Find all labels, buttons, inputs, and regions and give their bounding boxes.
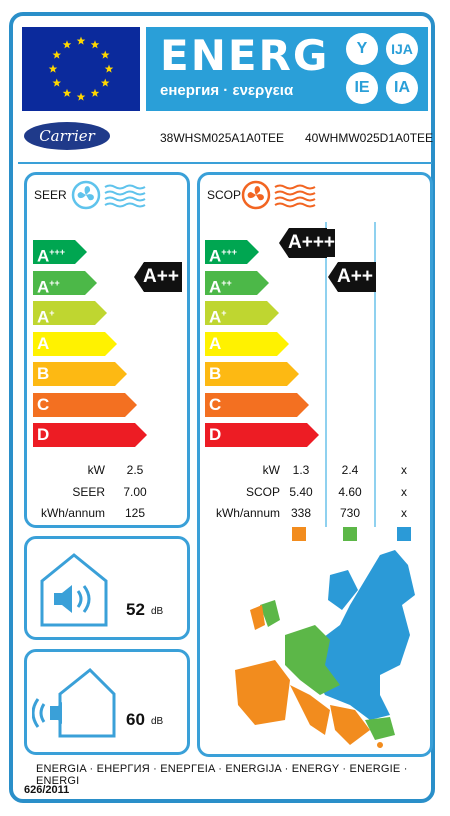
scop-class-arrow: D: [205, 423, 319, 447]
eu-star: [52, 78, 62, 87]
seer-row-label-kwh: kWh/annum: [40, 506, 105, 520]
lang-circle-y: Y: [346, 33, 378, 65]
eu-star: [100, 78, 110, 87]
seer-rating: A++: [143, 263, 179, 291]
zone-colder-swatch: [397, 527, 411, 541]
seer-row-value-kw: 2.5: [126, 463, 144, 477]
indoor-noise-unit: dB: [151, 606, 164, 617]
scop-rating-2: A++: [337, 263, 373, 291]
scop-class-arrow: A: [205, 331, 289, 356]
label-frame: [9, 12, 435, 803]
eu-star: [90, 88, 100, 97]
scop-rating-1: A+++: [288, 229, 336, 257]
scop-zone-line-2: [374, 222, 376, 527]
scop-value-kwh-3: x: [401, 506, 407, 520]
europe-climate-map: [230, 545, 420, 755]
energy-band: [146, 27, 428, 111]
eu-star: [76, 92, 86, 101]
scop-class-label: A+++: [209, 246, 238, 266]
seer-class-arrow: D: [33, 423, 147, 447]
zone-average-swatch: [343, 527, 357, 541]
scop-value-scop-3: x: [401, 485, 407, 499]
seer-class-arrow: A++: [33, 270, 97, 297]
scop-row-label-kw: kW: [262, 463, 280, 477]
eu-star: [90, 40, 100, 49]
seer-class-label: A: [37, 333, 50, 353]
indoor-speaker-icon: [36, 549, 112, 634]
scop-value-scop-1: 5.40: [289, 485, 313, 499]
seer-title: SEER: [34, 188, 67, 202]
scop-value-kw-1: 1.3: [292, 463, 310, 477]
seer-class-arrow: C: [33, 392, 137, 417]
scop-class-arrow: B: [205, 362, 299, 386]
footer-languages: ENERGIA · ЕНЕРГИЯ · ΕΝΕΡΓΕΙΑ · ENERGIJA …: [36, 763, 408, 787]
scop-class-label: C: [209, 394, 222, 414]
eu-star: [76, 36, 86, 45]
scop-class-scale: A+++ A++ A+ A B C D: [205, 240, 319, 452]
seer-row-value-kwh: 125: [124, 506, 146, 520]
seer-class-arrow: A+: [33, 301, 107, 327]
seer-class-label: A+++: [37, 246, 66, 266]
heating-fan-icon: [241, 179, 321, 216]
brand-logo: Carrier: [24, 122, 110, 150]
eu-star: [48, 64, 58, 73]
cooling-fan-icon: [71, 179, 151, 216]
eu-star: [100, 50, 110, 59]
scop-row-label-scop: SCOP: [245, 485, 280, 499]
seer-class-arrow: A+++: [33, 240, 87, 266]
eu-star: [104, 64, 114, 73]
zone-warmer-swatch: [292, 527, 306, 541]
eu-star: [62, 88, 72, 97]
scop-value-kw-2: 2.4: [341, 463, 359, 477]
seer-class-arrow: A: [33, 331, 117, 356]
seer-class-label: A+: [37, 307, 55, 327]
seer-class-label: A++: [37, 277, 60, 297]
outdoor-model: 40WHMW025D1A0TEE: [305, 131, 434, 145]
indoor-model: 38WHSM025A1A0TEE: [160, 131, 285, 145]
outdoor-noise-value: 60: [126, 710, 145, 729]
scop-class-arrow: A++: [205, 270, 269, 297]
energy-subtitle: енергия · ενεργεια: [160, 82, 294, 99]
seer-class-label: C: [37, 394, 50, 414]
seer-class-label: B: [37, 364, 50, 383]
scop-class-arrow: A+++: [205, 240, 259, 266]
scop-class-arrow: C: [205, 392, 309, 417]
scop-class-label: B: [209, 364, 222, 383]
seer-row-label-kw: kW: [87, 463, 105, 477]
eu-flag: [22, 27, 140, 111]
indoor-noise-value: 52: [126, 600, 145, 619]
scop-value-kw-3: x: [401, 463, 407, 477]
lang-circle-ia: IA: [386, 72, 418, 104]
lang-circle-ie: IE: [346, 72, 378, 104]
scop-class-label: D: [209, 425, 222, 444]
scop-class-label: A: [209, 333, 222, 353]
scop-value-kwh-1: 338: [290, 506, 312, 520]
regulation-number: 626/2011: [24, 784, 70, 796]
seer-row-label-seer: SEER: [72, 485, 105, 499]
outdoor-noise-unit: dB: [151, 716, 164, 727]
divider: [18, 162, 432, 164]
seer-class-arrow: B: [33, 362, 127, 386]
energy-word: ENERG: [160, 31, 330, 80]
scop-value-scop-2: 4.60: [338, 485, 362, 499]
scop-title: SCOP: [207, 188, 242, 202]
seer-class-label: D: [37, 425, 50, 444]
scop-class-arrow: A+: [205, 301, 279, 327]
seer-row-value-seer: 7.00: [123, 485, 147, 499]
scop-class-label: A++: [209, 277, 232, 297]
scop-class-label: A+: [209, 307, 227, 327]
seer-class-scale: A+++ A++ A+ A B C D: [33, 240, 147, 452]
outdoor-speaker-icon: [31, 664, 116, 745]
scop-zone-line-1: [325, 222, 327, 527]
eu-star: [52, 50, 62, 59]
scop-row-label-kwh: kWh/annum: [215, 506, 280, 520]
eu-stars-icon: [48, 36, 114, 101]
eu-star: [62, 40, 72, 49]
scop-value-kwh-2: 730: [339, 506, 361, 520]
lang-circle-ija: IJA: [386, 33, 418, 65]
